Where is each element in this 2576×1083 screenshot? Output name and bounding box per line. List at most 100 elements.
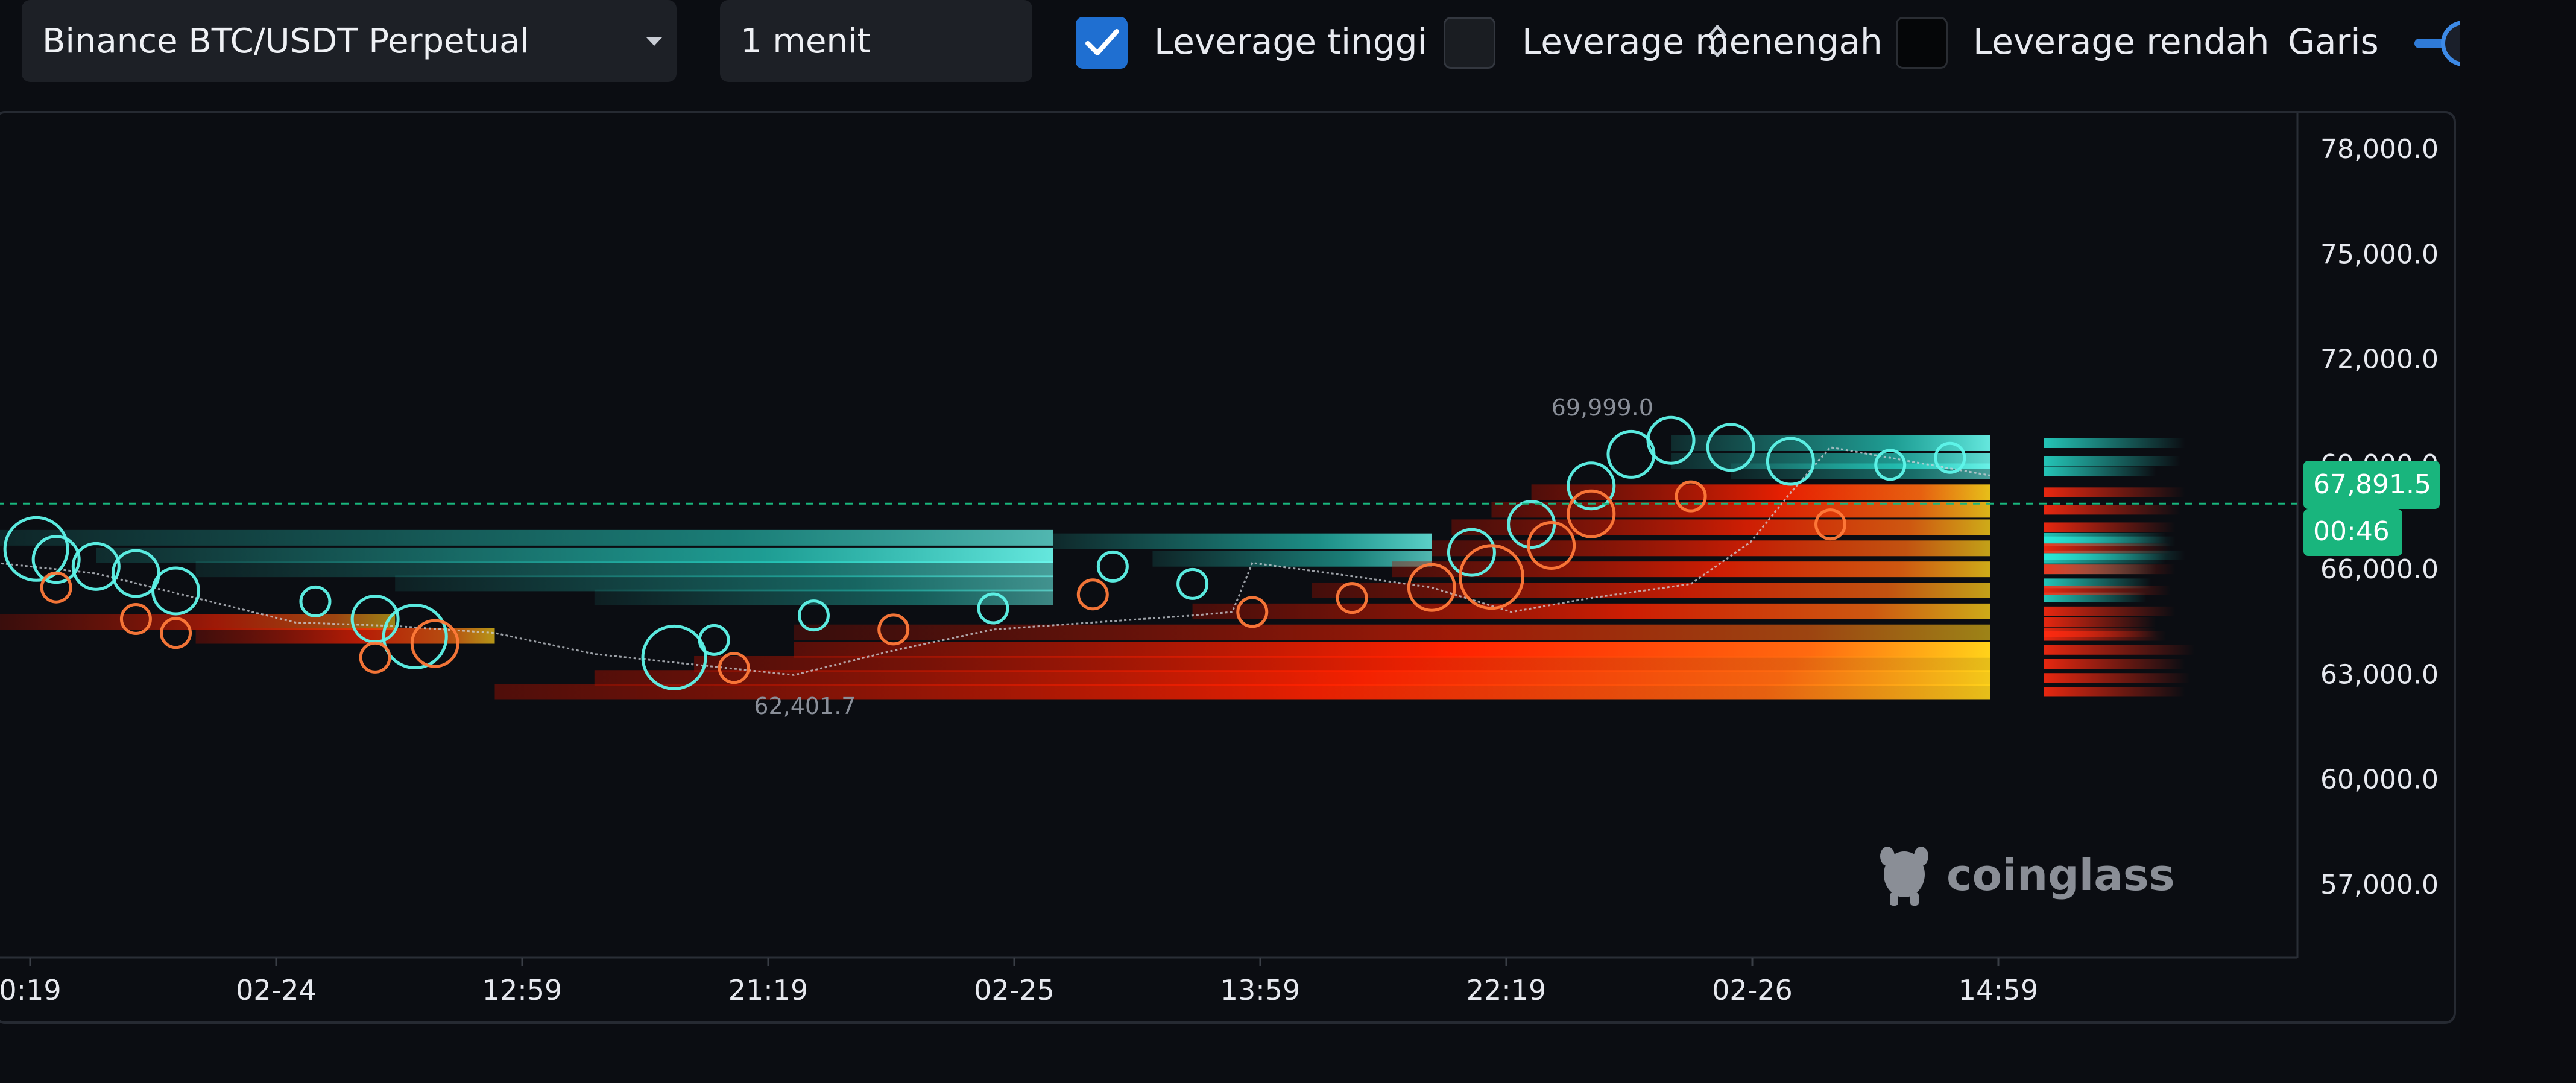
profile-bar	[2044, 554, 2166, 564]
short-liquidation-band	[594, 589, 1053, 605]
current-price-value: 67,891.5	[2313, 469, 2431, 500]
chevron-down-icon	[646, 37, 662, 46]
price-path-line	[0, 446, 1990, 676]
chart-toolbar: Binance BTC/USDT Perpetual 1 menit Lever…	[0, 0, 2576, 107]
leverage-high-label[interactable]: Leverage tinggi	[1154, 21, 1427, 62]
y-tick-label: 72,000.0	[2320, 344, 2439, 375]
short-liquidation-bubble	[1567, 461, 1616, 511]
long-liquidation-bubble	[1407, 563, 1456, 612]
short-liquidation-bubble	[1447, 528, 1496, 577]
long-liquidation-bubble	[1527, 520, 1576, 570]
countdown-value: 00:46	[2313, 516, 2390, 547]
short-liquidation-band	[0, 529, 1053, 546]
x-tick-label: 14:59	[1959, 974, 2039, 1006]
profile-bar	[2044, 586, 2171, 595]
long-liquidation-band	[1451, 519, 1990, 535]
short-liquidation-band	[395, 575, 1053, 592]
profile-bar	[2044, 687, 2185, 697]
long-liquidation-bubble	[359, 641, 391, 674]
long-liquidation-band	[1312, 583, 1990, 598]
liquidation-heatmap[interactable]: 78,000.075,000.072,000.069,000.066,000.0…	[0, 113, 2454, 1021]
short-liquidation-bubble	[299, 585, 332, 617]
long-liquidation-band	[694, 656, 1990, 672]
short-liquidation-band	[1671, 435, 1990, 451]
high-price-marker-label: 69,999.0	[1552, 394, 1653, 421]
profile-bar	[2044, 673, 2190, 683]
x-tick-label: 13:59	[1220, 974, 1301, 1006]
current-price-badge: 67,891.5 00:46	[2303, 461, 2440, 556]
short-liquidation-bubble	[977, 592, 1009, 625]
long-liquidation-bubble	[1814, 508, 1847, 541]
long-liquidation-bubble	[1567, 489, 1616, 538]
profile-bar	[2044, 505, 2180, 515]
profile-bar	[2044, 522, 2176, 532]
long-liquidation-band	[1392, 561, 1990, 578]
leverage-low-checkbox[interactable]	[1896, 17, 1948, 69]
short-liquidation-bubble	[641, 624, 707, 690]
long-liquidation-band	[0, 614, 396, 630]
long-liquidation-bubble	[1336, 582, 1368, 614]
short-liquidation-band	[96, 547, 1053, 563]
heatmap-chart-panel: 78,000.075,000.072,000.069,000.066,000.0…	[0, 111, 2456, 1024]
right-edge-shadow	[2460, 0, 2576, 1083]
short-liquidation-bubble	[797, 599, 830, 632]
profile-bar	[2044, 466, 2156, 476]
leverage-high-checkbox[interactable]	[1076, 17, 1128, 69]
x-tick-label: 02-26	[1712, 974, 1793, 1006]
x-tick-label: 21:19	[728, 974, 809, 1006]
long-liquidation-bubble	[160, 617, 192, 649]
liquidation-bands-layer	[0, 435, 1990, 700]
countdown-badge-bg	[2303, 509, 2402, 556]
line-toggle-label: Garis	[2288, 21, 2379, 62]
short-liquidation-bubble	[1766, 437, 1815, 486]
short-liquidation-bubble	[3, 516, 69, 582]
short-liquidation-bubble	[31, 535, 81, 584]
long-liquidation-band	[1432, 540, 1990, 557]
long-liquidation-band	[494, 684, 1990, 700]
x-tick-label: 02-25	[974, 974, 1055, 1006]
profile-bar	[2044, 487, 2185, 497]
symbol-select-label: Binance BTC/USDT Perpetual	[42, 21, 529, 61]
y-tick-label: 75,000.0	[2320, 239, 2439, 270]
leverage-medium-label[interactable]: Leverage menengah	[1522, 21, 1883, 62]
x-tick-label: 0:19	[0, 974, 62, 1006]
current-price-badge-bg	[2303, 461, 2440, 509]
long-liquidation-bubble	[718, 652, 750, 684]
watermark: coinglass	[1880, 847, 2175, 906]
short-liquidation-bubble	[1096, 550, 1129, 583]
x-tick-label: 02-24	[236, 974, 317, 1006]
short-liquidation-bubble	[698, 624, 730, 656]
interval-stepper[interactable]: 1 menit	[720, 0, 1726, 82]
profile-bar	[2044, 631, 2166, 641]
interval-stepper-label: 1 menit	[740, 21, 871, 61]
symbol-select[interactable]: Binance BTC/USDT Perpetual	[22, 0, 677, 82]
watermark-text: coinglass	[1946, 850, 2175, 900]
checkmark-icon	[1085, 29, 1119, 55]
long-liquidation-band	[794, 624, 1990, 640]
long-liquidation-bubble	[119, 602, 152, 635]
low-price-marker-label: 62,401.7	[754, 693, 856, 719]
leverage-medium-checkbox[interactable]	[1444, 17, 1495, 69]
long-liquidation-bubble	[40, 571, 72, 604]
short-liquidation-bubble	[1176, 567, 1209, 600]
x-tick-label: 12:59	[482, 974, 563, 1006]
coinglass-logo-icon	[1880, 847, 1928, 906]
axes-layer: 78,000.075,000.072,000.069,000.066,000.0…	[0, 113, 2439, 1006]
short-liquidation-band	[1053, 533, 1432, 549]
price-path-layer	[0, 446, 1990, 676]
long-liquidation-bubble	[1675, 480, 1707, 513]
y-tick-label: 60,000.0	[2320, 765, 2439, 795]
x-tick-label: 22:19	[1466, 974, 1547, 1006]
long-liquidation-bubble	[1076, 578, 1109, 611]
stepper-arrows-icon[interactable]	[1705, 17, 1729, 65]
profile-bar	[2044, 456, 2180, 466]
short-liquidation-bubble	[382, 604, 448, 670]
leverage-low-label[interactable]: Leverage rendah	[1973, 21, 2270, 62]
profile-bar	[2044, 543, 2171, 554]
liquidation-side-profile	[2044, 438, 2195, 697]
short-liquidation-bubble	[1706, 423, 1755, 472]
profile-bar	[2044, 438, 2185, 448]
y-tick-label: 63,000.0	[2320, 659, 2439, 690]
short-liquidation-bubble	[71, 542, 121, 591]
profile-bar	[2044, 606, 2176, 616]
